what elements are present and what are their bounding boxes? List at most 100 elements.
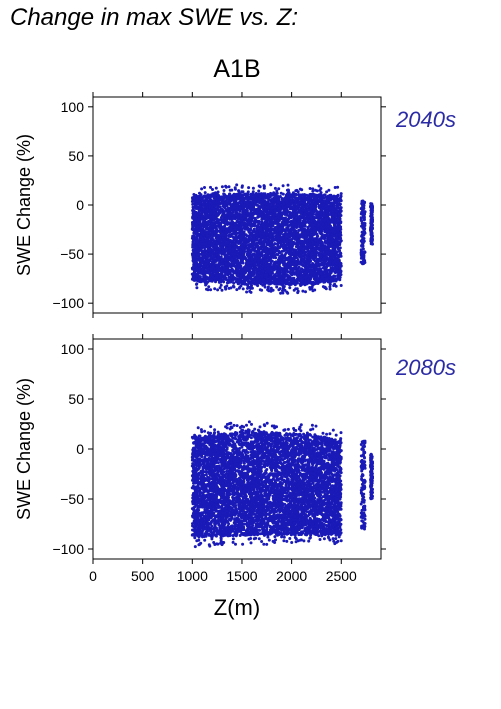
data-point (232, 281, 236, 285)
data-point (316, 242, 320, 246)
data-point (277, 187, 281, 191)
data-point (200, 187, 204, 191)
data-point (282, 288, 286, 292)
data-point (195, 282, 198, 286)
data-point (246, 238, 250, 242)
data-point (257, 219, 261, 223)
data-point (191, 202, 195, 206)
data-point (328, 287, 332, 291)
data-point (241, 287, 245, 291)
data-point (292, 229, 296, 233)
data-point (285, 290, 289, 294)
data-point (248, 289, 252, 293)
data-point (219, 283, 223, 287)
data-point (338, 246, 342, 250)
data-point (220, 185, 224, 189)
data-point (338, 203, 342, 207)
data-point (259, 239, 263, 243)
data-point (213, 287, 217, 291)
data-point (218, 251, 222, 255)
data-point (257, 184, 261, 188)
data-point (241, 261, 245, 265)
data-point (227, 216, 231, 220)
data-point (216, 288, 220, 292)
data-point (223, 258, 227, 262)
data-point (292, 256, 296, 260)
data-point (238, 285, 242, 289)
data-point (275, 189, 279, 193)
data-point (256, 193, 260, 196)
data-point (205, 277, 209, 281)
data-point (272, 263, 276, 267)
data-point (339, 198, 343, 202)
data-point (269, 183, 273, 187)
data-point (232, 277, 236, 281)
data-point (275, 285, 279, 289)
data-point (260, 288, 264, 292)
data-point (251, 230, 255, 234)
data-point (275, 274, 279, 278)
data-point (256, 224, 260, 228)
data-point (327, 188, 331, 192)
data-point (218, 286, 222, 290)
data-point (235, 193, 239, 197)
data-point (296, 291, 300, 295)
data-point (311, 189, 315, 193)
data-point (257, 189, 261, 193)
data-point (247, 186, 251, 190)
data-point (266, 285, 270, 289)
data-point (249, 287, 252, 290)
data-point (209, 185, 212, 189)
data-point (303, 199, 307, 203)
data-point (339, 192, 343, 196)
data-point (203, 248, 207, 252)
data-point (220, 288, 224, 292)
data-point (287, 274, 290, 278)
data-point (229, 227, 233, 231)
data-point (273, 186, 277, 190)
data-point (205, 287, 208, 291)
data-point (303, 256, 306, 260)
data-point (227, 185, 231, 189)
data-point (214, 186, 218, 190)
data-point (294, 189, 298, 193)
data-point (211, 188, 214, 191)
data-point (206, 249, 209, 253)
data-point (316, 234, 320, 238)
scenario-label: A1B (213, 55, 261, 83)
data-point (283, 247, 287, 251)
data-point (304, 290, 307, 294)
scatter-points-2040s (190, 183, 374, 295)
data-point (224, 185, 228, 189)
data-point (263, 285, 267, 289)
data-point (325, 190, 329, 194)
data-point (224, 287, 228, 291)
data-point (283, 196, 287, 200)
data-point (281, 184, 285, 188)
data-point (207, 285, 211, 289)
data-point (203, 186, 206, 189)
data-point (295, 207, 299, 211)
data-point (286, 183, 290, 187)
data-point (229, 197, 233, 201)
data-point (295, 213, 299, 216)
data-point (335, 202, 339, 206)
data-point (334, 240, 338, 244)
data-point (324, 287, 328, 291)
data-point (301, 289, 305, 293)
data-point (291, 277, 295, 281)
data-point (334, 277, 338, 281)
data-point (203, 191, 207, 195)
data-point (279, 291, 283, 295)
data-point (271, 224, 275, 228)
data-point (263, 201, 267, 205)
data-point (222, 210, 226, 214)
data-point (241, 190, 245, 194)
data-point (236, 282, 240, 286)
data-point (213, 204, 217, 208)
data-point (244, 233, 248, 237)
data-point (208, 215, 212, 219)
data-point (208, 206, 211, 210)
page-heading: Change in max SWE vs. Z: (10, 4, 299, 31)
